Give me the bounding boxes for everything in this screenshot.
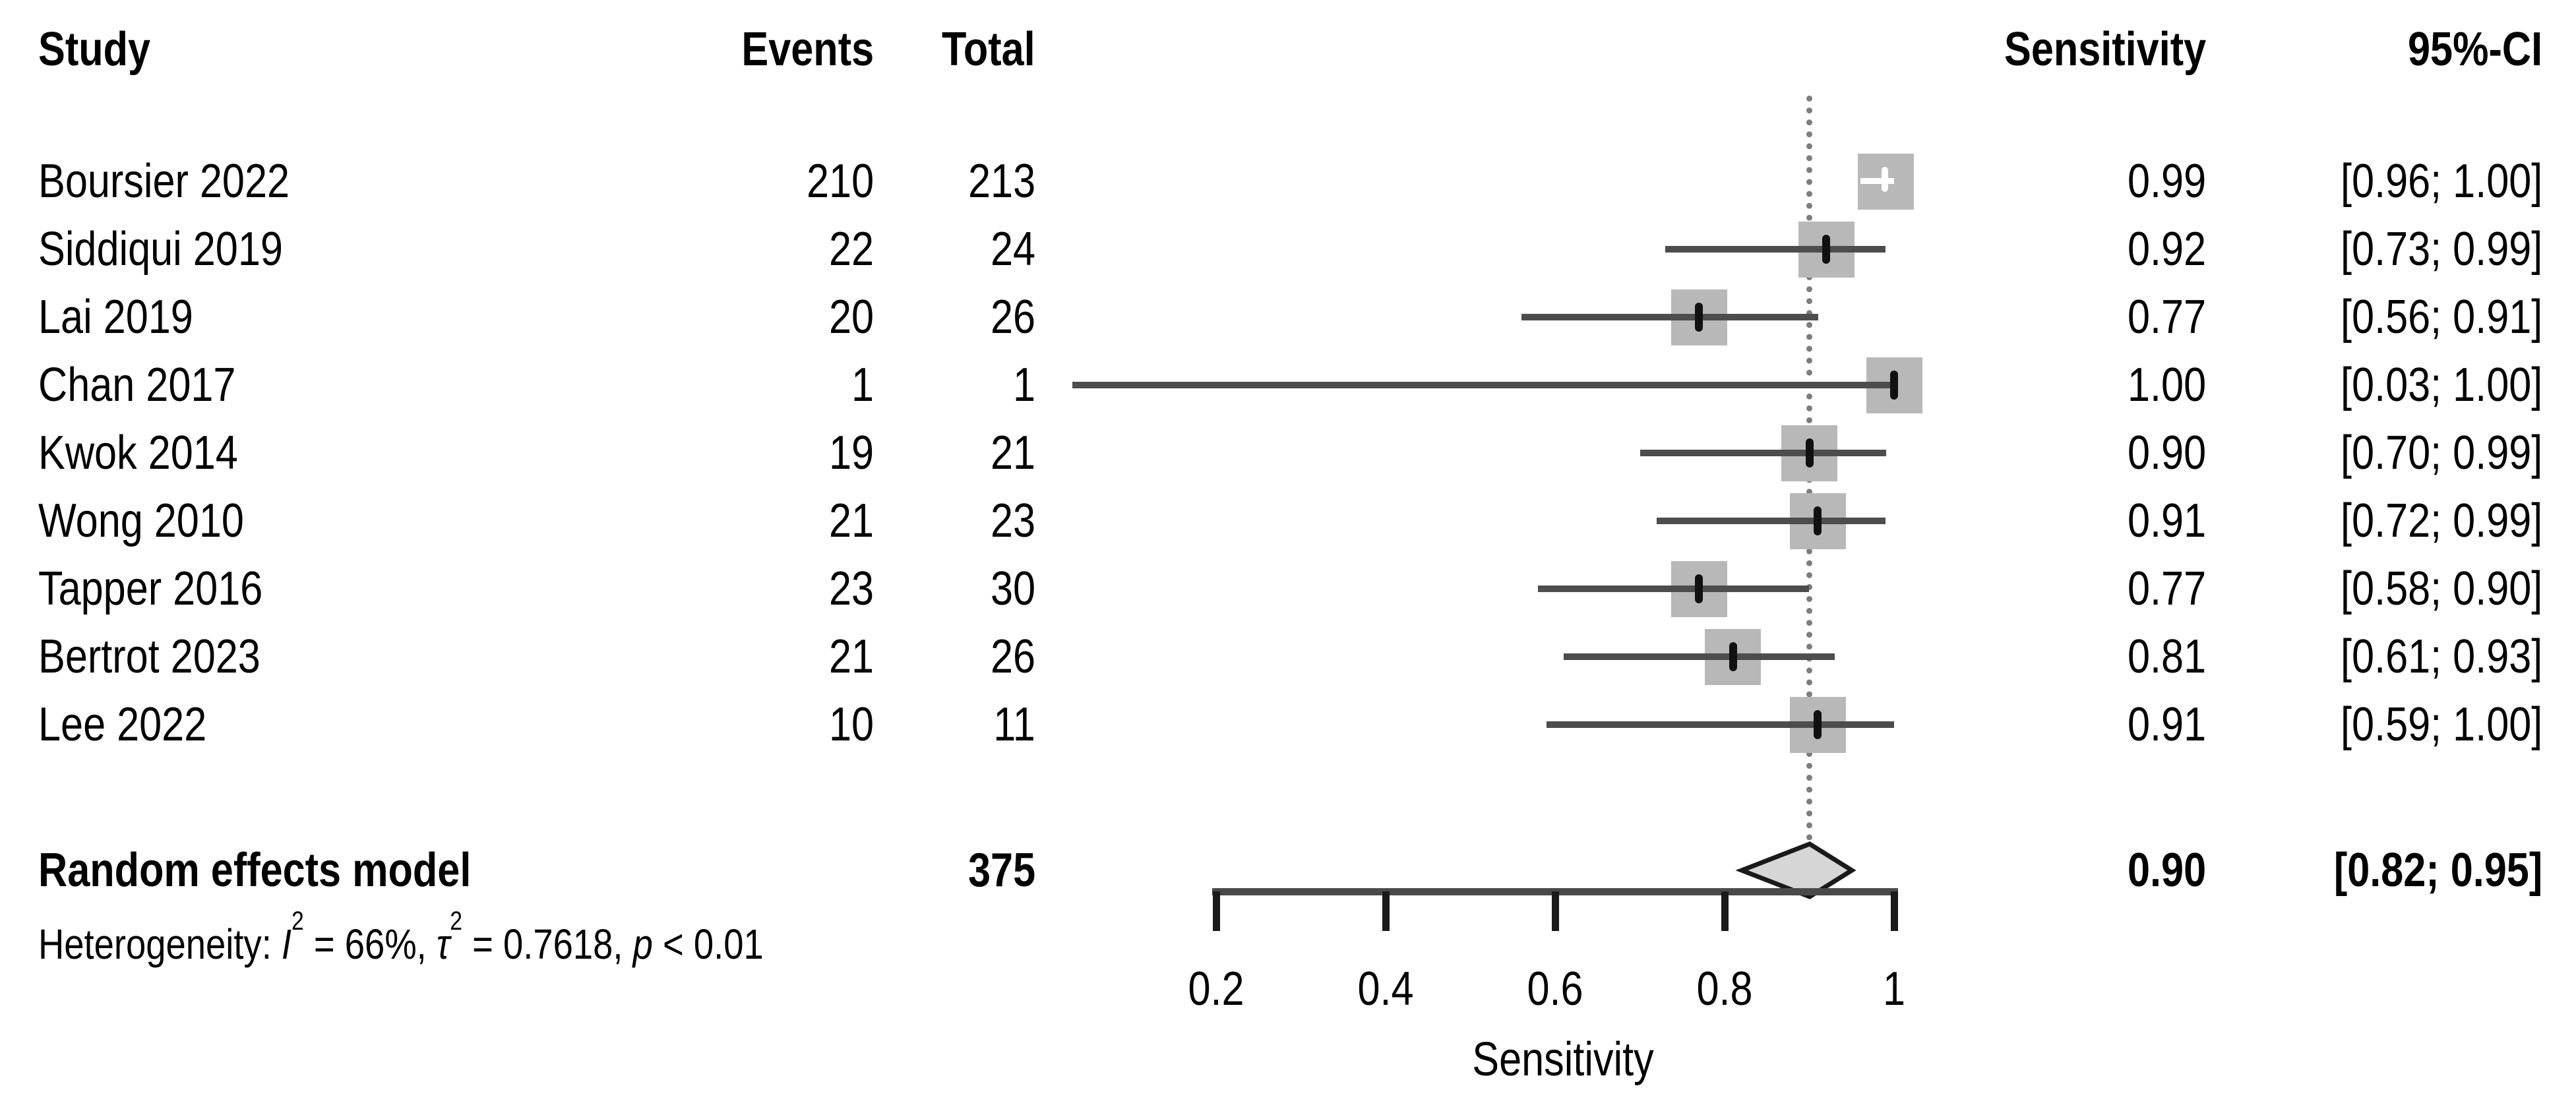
- ci-line: [1521, 314, 1818, 320]
- study-row-sensitivity: 0.91: [2127, 698, 2206, 751]
- ci-line: [1657, 518, 1886, 524]
- x-axis-tick-label: 0.8: [1696, 963, 1753, 1015]
- ci-line: [1547, 721, 1894, 728]
- pooled-ci: [0.82; 0.95]: [2333, 844, 2542, 897]
- point-estimate-marker: [1814, 710, 1822, 739]
- study-row-total: 21: [990, 427, 1035, 479]
- study-row-sensitivity: 0.81: [2127, 630, 2206, 683]
- study-row-label: Kwok 2014: [38, 427, 238, 479]
- point-estimate-marker: [1814, 506, 1822, 535]
- study-row-ci: [0.96; 1.00]: [2340, 155, 2542, 208]
- p-symbol: p: [632, 920, 653, 969]
- study-row-ci: [0.59; 1.00]: [2340, 698, 2542, 751]
- study-row-ci: [0.61; 0.93]: [2340, 630, 2542, 683]
- column-header-sensitivity: Sensitivity: [2004, 23, 2206, 76]
- column-header-total: Total: [942, 23, 1035, 76]
- study-row-ci: [0.70; 0.99]: [2340, 427, 2542, 479]
- point-estimate-marker: [1822, 235, 1830, 264]
- p-value: < 0.01: [652, 920, 764, 969]
- x-axis-tick: [1721, 891, 1729, 931]
- study-row-events: 22: [828, 223, 874, 276]
- study-row-total: 26: [990, 291, 1035, 344]
- study-row-events: 21: [828, 630, 874, 683]
- study-row-events: 210: [806, 155, 874, 208]
- study-row-label: Chan 2017: [38, 359, 236, 411]
- x-axis-tick: [1213, 891, 1220, 931]
- x-axis-tick: [1891, 891, 1898, 931]
- ci-line: [1564, 653, 1835, 660]
- x-axis-title: Sensitivity: [1472, 1033, 1654, 1086]
- study-row-label: Lai 2019: [38, 291, 193, 344]
- column-header-events: Events: [741, 23, 874, 76]
- study-row-sensitivity: 0.92: [2127, 223, 2206, 276]
- ci-line: [1538, 586, 1809, 592]
- study-row-events: 19: [828, 427, 874, 479]
- study-row-sensitivity: 0.91: [2127, 495, 2206, 547]
- column-header-study: Study: [38, 23, 151, 76]
- study-row-events: 10: [828, 698, 874, 751]
- ci-line: [1665, 246, 1886, 253]
- ci-line: [1860, 178, 1894, 184]
- tau-squared-value: = 0.7618,: [462, 920, 633, 969]
- point-estimate-marker: [1890, 371, 1898, 400]
- study-row-total: 213: [967, 155, 1035, 208]
- i-squared-sup: 2: [291, 907, 304, 936]
- study-row-total: 26: [990, 630, 1035, 683]
- study-row-events: 1: [851, 359, 874, 411]
- study-row-events: 20: [828, 291, 874, 344]
- i-squared-symbol: I: [281, 920, 292, 969]
- ci-line: [1072, 382, 1894, 388]
- study-row-label: Bertrot 2023: [38, 630, 261, 683]
- study-row-ci: [0.73; 0.99]: [2340, 223, 2542, 276]
- study-row-sensitivity: 0.99: [2127, 155, 2206, 208]
- heterogeneity-note: Heterogeneity: I2 = 66%, τ2 = 0.7618, p …: [38, 908, 764, 969]
- study-row-sensitivity: 0.77: [2127, 562, 2206, 615]
- study-row-ci: [0.72; 0.99]: [2340, 495, 2542, 547]
- study-row-label: Tapper 2016: [38, 562, 263, 615]
- pooled-sensitivity: 0.90: [2127, 844, 2206, 897]
- study-row-events: 21: [828, 495, 874, 547]
- x-axis-tick-label: 0.4: [1357, 963, 1414, 1015]
- pooled-diamond: [1735, 841, 1856, 899]
- point-estimate-marker: [1729, 642, 1737, 671]
- study-row-ci: [0.56; 0.91]: [2340, 291, 2542, 344]
- study-row-label: Lee 2022: [38, 698, 207, 751]
- study-row-sensitivity: 0.77: [2127, 291, 2206, 344]
- study-row-label: Wong 2010: [38, 495, 244, 547]
- study-row-total: 30: [990, 562, 1035, 615]
- point-estimate-marker: [1695, 303, 1703, 332]
- x-axis-tick: [1552, 891, 1559, 931]
- heterogeneity-label: Heterogeneity:: [38, 920, 282, 969]
- study-row-events: 23: [828, 562, 874, 615]
- study-row-total: 1: [1012, 359, 1035, 411]
- study-row-ci: [0.03; 1.00]: [2340, 359, 2542, 411]
- point-estimate-marker: [1882, 167, 1888, 192]
- x-axis-tick: [1382, 891, 1390, 931]
- study-row-ci: [0.58; 0.90]: [2340, 562, 2542, 615]
- column-header-ci: 95%-CI: [2407, 23, 2542, 76]
- study-row-total: 11: [993, 698, 1035, 751]
- study-row-label: Boursier 2022: [38, 155, 290, 208]
- x-axis-tick-label: 0.2: [1188, 963, 1244, 1015]
- point-estimate-marker: [1695, 574, 1703, 603]
- x-axis-tick-label: 1: [1882, 963, 1906, 1015]
- pooled-model-label: Random effects model: [38, 844, 472, 897]
- i-squared-value: = 66%,: [303, 920, 437, 969]
- study-row-sensitivity: 1.00: [2127, 359, 2206, 411]
- tau-squared-sup: 2: [450, 907, 463, 936]
- study-row-total: 24: [990, 223, 1035, 276]
- study-row-label: Siddiqui 2019: [38, 223, 283, 276]
- x-axis-tick-label: 0.6: [1527, 963, 1583, 1015]
- study-row-sensitivity: 0.90: [2127, 427, 2206, 479]
- study-row-total: 23: [990, 495, 1035, 547]
- ci-line: [1640, 450, 1886, 456]
- point-estimate-marker: [1806, 438, 1814, 467]
- tau-squared-symbol: τ: [436, 920, 450, 969]
- pooled-total: 375: [967, 844, 1035, 897]
